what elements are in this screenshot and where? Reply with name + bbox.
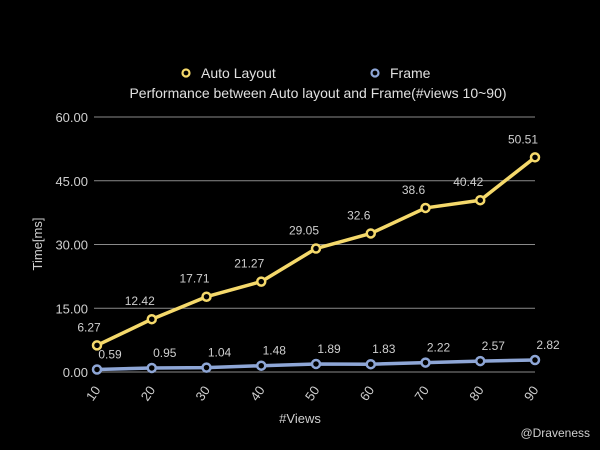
data-label: 2.22 bbox=[427, 341, 451, 355]
data-point-marker bbox=[420, 202, 431, 214]
x-tick-label: 70 bbox=[411, 383, 432, 403]
data-point-marker bbox=[201, 362, 212, 373]
data-point-marker bbox=[146, 313, 157, 325]
data-point-marker bbox=[475, 355, 486, 367]
watermark: @Draveness bbox=[520, 426, 590, 440]
data-point-marker bbox=[529, 152, 541, 163]
data-point-marker bbox=[365, 228, 376, 239]
data-point-marker bbox=[91, 340, 103, 351]
data-point-marker bbox=[146, 362, 157, 374]
y-tick-label: 15.00 bbox=[55, 301, 88, 316]
legend-marker-icon bbox=[181, 68, 191, 78]
data-label: 21.27 bbox=[234, 257, 264, 271]
x-tick-label: 40 bbox=[247, 383, 268, 403]
legend-label: Auto Layout bbox=[201, 65, 276, 81]
x-tick-label: 80 bbox=[466, 383, 487, 403]
data-label: 32.6 bbox=[347, 208, 371, 222]
data-point-marker bbox=[310, 243, 322, 254]
y-tick-label: 60.00 bbox=[55, 110, 88, 125]
legend-marker-icon bbox=[370, 68, 380, 78]
data-point-marker bbox=[420, 357, 431, 368]
y-axis-label: Time[ms] bbox=[30, 218, 45, 271]
data-label: 2.82 bbox=[536, 338, 560, 352]
data-label: 29.05 bbox=[289, 224, 319, 238]
x-tick-label: 10 bbox=[83, 383, 104, 403]
data-label: 40.42 bbox=[453, 175, 483, 189]
x-tick-label: 60 bbox=[357, 383, 378, 403]
data-point-marker bbox=[256, 360, 267, 371]
data-label: 38.6 bbox=[402, 183, 426, 197]
data-point-marker bbox=[201, 291, 212, 302]
data-label: 17.71 bbox=[179, 272, 209, 286]
data-label: 12.42 bbox=[125, 294, 155, 308]
data-point-marker bbox=[310, 358, 322, 370]
data-label: 0.95 bbox=[153, 346, 177, 360]
y-tick-label: 30.00 bbox=[55, 238, 88, 253]
data-point-marker bbox=[365, 358, 376, 370]
data-label: 50.51 bbox=[508, 132, 538, 146]
data-point-marker bbox=[475, 194, 486, 206]
data-label: 2.57 bbox=[482, 339, 506, 353]
chart-title: Performance between Auto layout and Fram… bbox=[129, 85, 506, 101]
legend-label: Frame bbox=[390, 65, 431, 81]
x-tick-label: 90 bbox=[521, 383, 542, 403]
x-tick-label: 20 bbox=[138, 383, 159, 403]
data-label: 6.27 bbox=[77, 320, 101, 334]
x-tick-label: 50 bbox=[302, 383, 323, 403]
data-label: 1.89 bbox=[317, 342, 341, 356]
data-label: 1.48 bbox=[263, 344, 287, 358]
data-point-marker bbox=[91, 364, 103, 375]
data-point-marker bbox=[529, 354, 541, 366]
y-tick-label: 0.00 bbox=[63, 365, 88, 380]
x-tick-label: 30 bbox=[192, 383, 213, 403]
data-label: 1.04 bbox=[208, 346, 232, 360]
x-axis-label: #Views bbox=[279, 411, 321, 426]
data-point-marker bbox=[256, 276, 267, 287]
y-tick-label: 45.00 bbox=[55, 174, 88, 189]
data-label: 1.83 bbox=[372, 342, 396, 356]
data-label: 0.59 bbox=[98, 347, 122, 361]
